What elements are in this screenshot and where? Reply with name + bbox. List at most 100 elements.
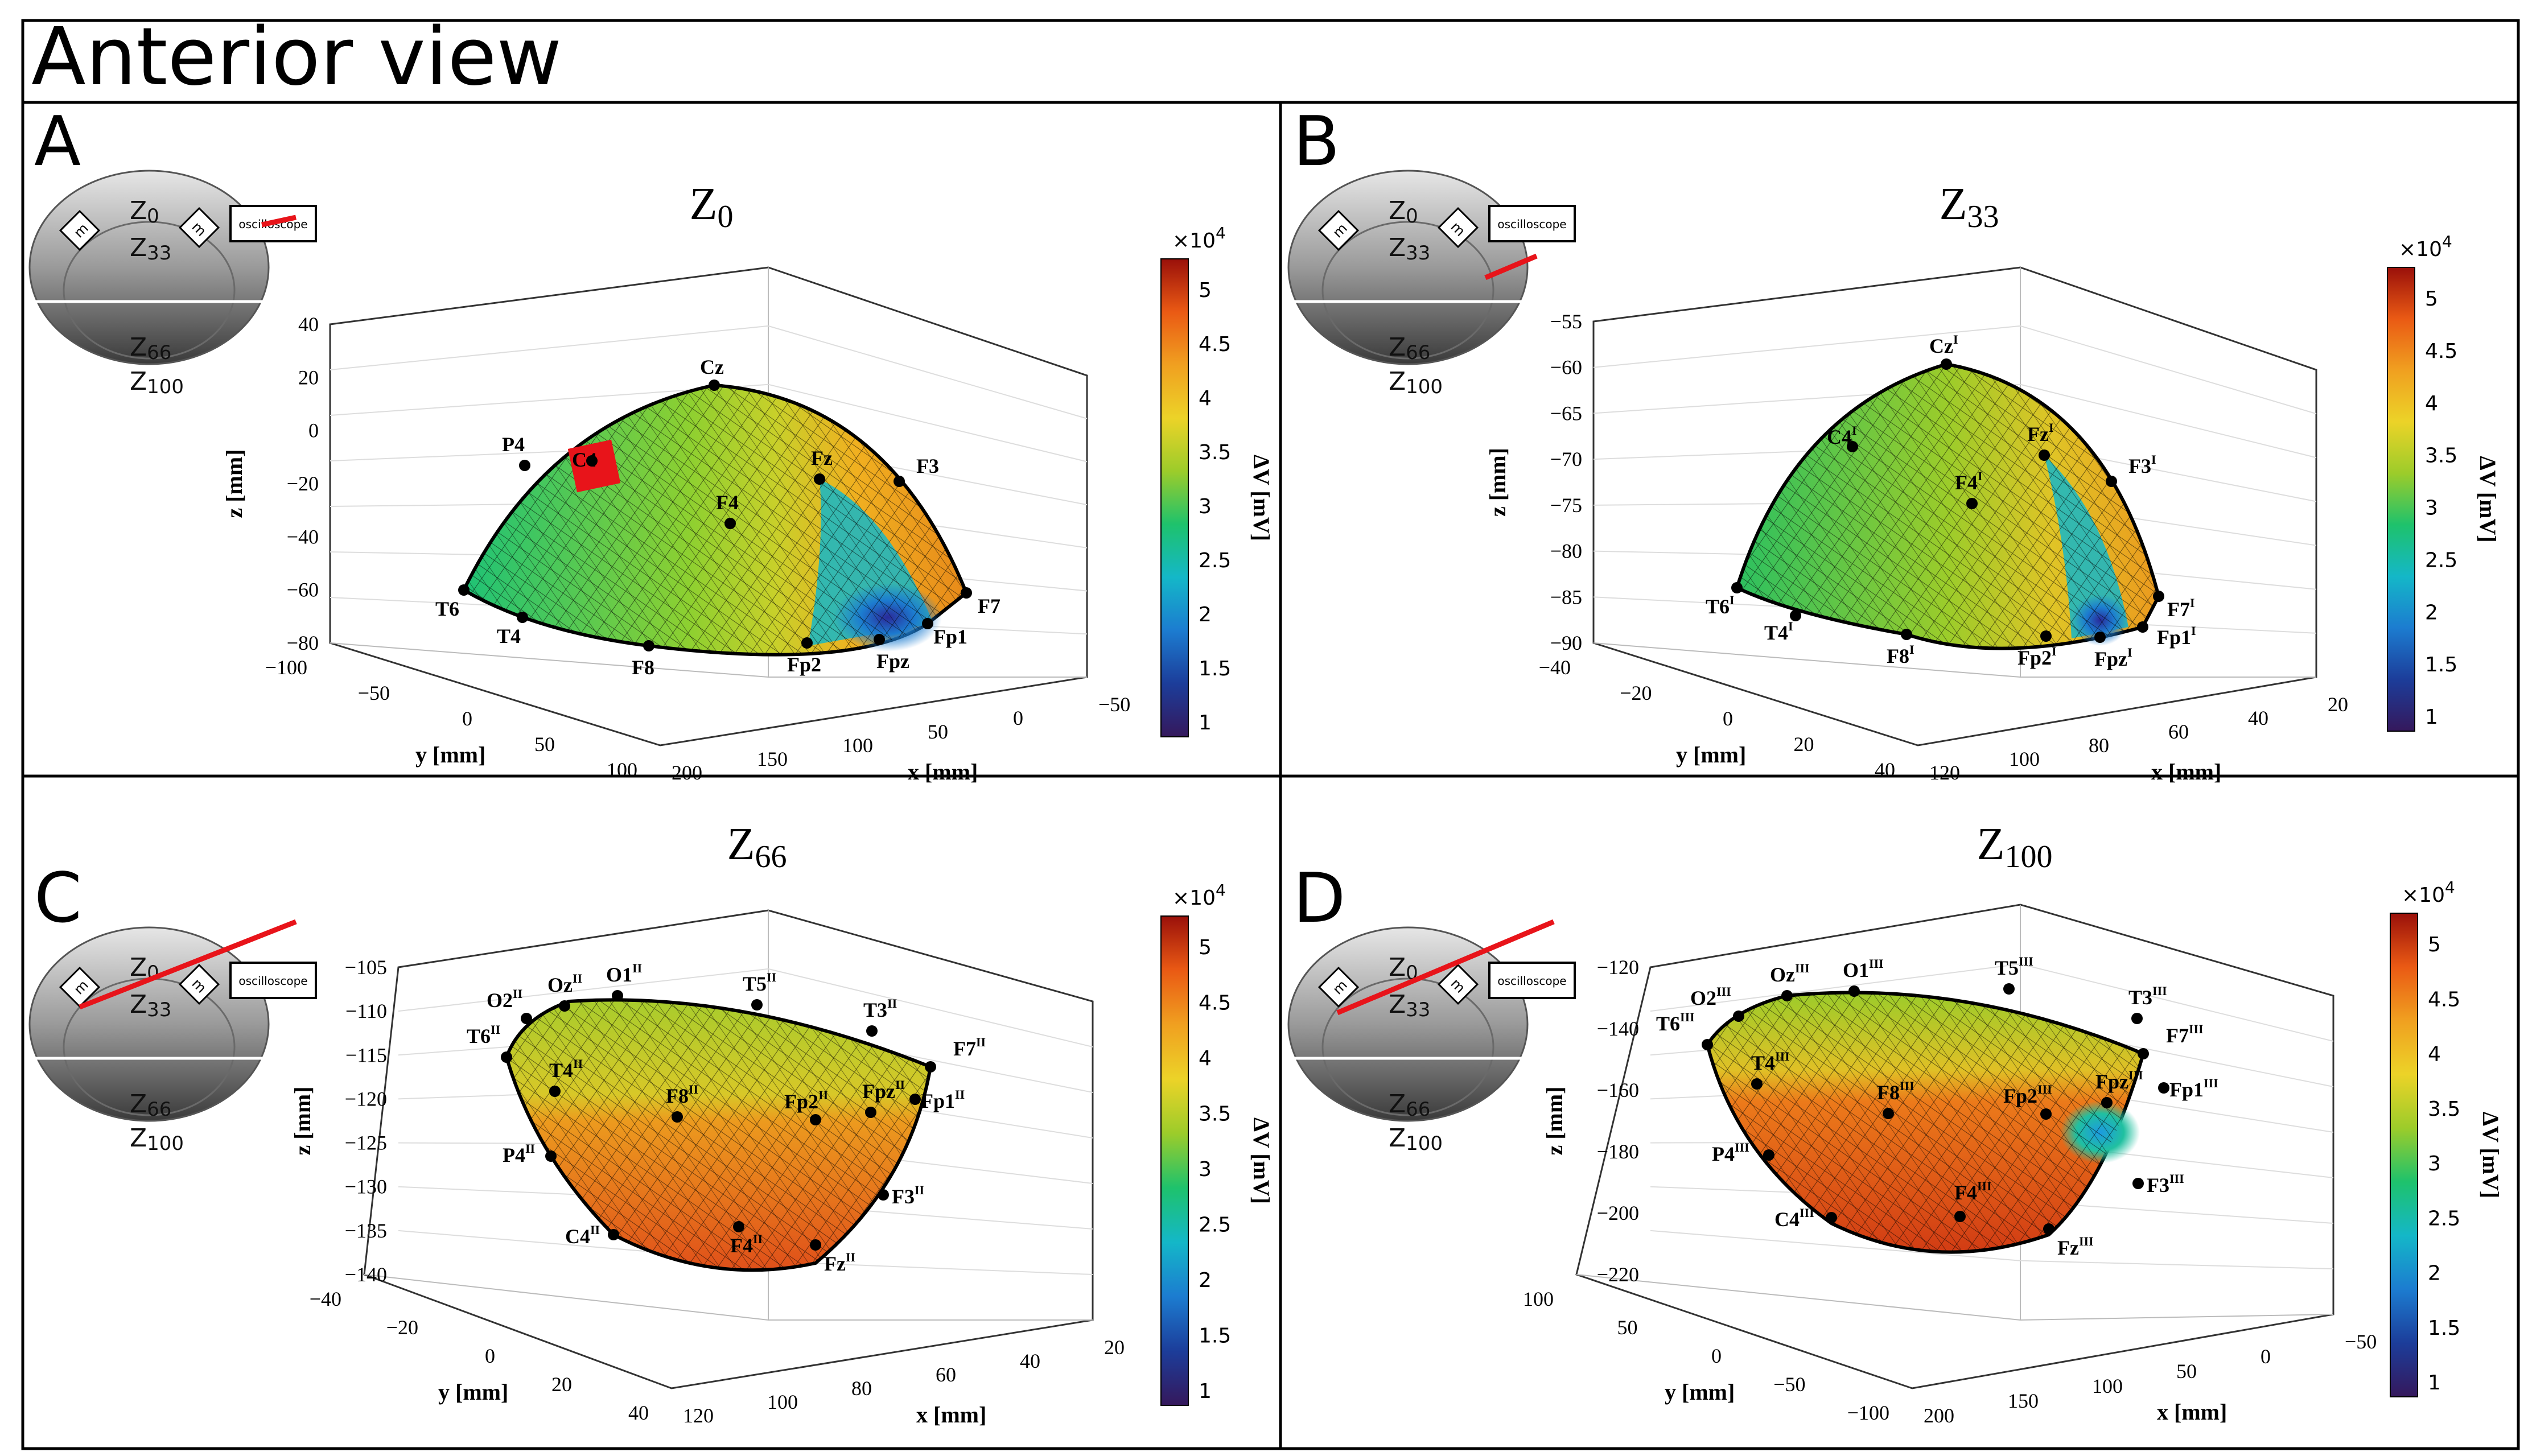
electrode-t5 xyxy=(751,999,763,1010)
oscilloscope-box xyxy=(229,962,317,999)
inset-layer-label: Z33 xyxy=(130,990,171,1021)
electrode-label: F7 xyxy=(978,595,1000,617)
inset-layer-label: Z66 xyxy=(1389,333,1430,364)
electrode-label: C4II xyxy=(565,1223,600,1248)
colorbar-multiplier: ×104 xyxy=(2399,232,2452,261)
electrode-f3 xyxy=(894,476,905,487)
electrode-label: F8I xyxy=(1887,642,1914,667)
colorbar-tick-label: 3 xyxy=(1199,495,1212,518)
y-tick-label: 20 xyxy=(1794,733,1814,756)
z-axis-label: z [mm] xyxy=(1485,448,1510,517)
electrode-label: OzIII xyxy=(1770,961,1810,986)
x-tick-label: 40 xyxy=(1020,1350,1040,1372)
y-axis: −40 −20 0 20 40 y [mm] xyxy=(310,1288,649,1424)
electrode-f8 xyxy=(1901,629,1912,640)
colorbar-multiplier: ×104 xyxy=(2402,878,2455,907)
electrode-fz xyxy=(2039,449,2050,461)
x-tick-label: 80 xyxy=(2089,734,2109,757)
electrode-label: OzII xyxy=(547,971,582,996)
surface-mesh xyxy=(1705,991,2146,1254)
electrode-label: Cz xyxy=(700,356,724,378)
colorbar-tick-label: 5 xyxy=(1199,279,1212,302)
electrode-label: F8III xyxy=(1877,1079,1914,1104)
y-tick-label: 100 xyxy=(607,758,637,781)
colorbar-label: ΔV [mV] xyxy=(2475,456,2501,542)
inset-layer-label: Z100 xyxy=(1389,367,1443,398)
x-axis: 120 100 80 60 40 20 x [mm] xyxy=(683,1336,1125,1428)
electrode-label: F4II xyxy=(730,1232,763,1257)
x-tick-label: 50 xyxy=(928,720,948,743)
colorbar-tick-label: 4.5 xyxy=(1199,992,1231,1015)
inset-electrode-icon: m xyxy=(1317,966,1360,1008)
colorbar-tick-label: 4 xyxy=(2425,392,2438,415)
axes-box xyxy=(329,266,1088,746)
electrode-f4 xyxy=(724,518,736,529)
z-tick-label: −120 xyxy=(345,1087,387,1110)
electrode-t6 xyxy=(501,1051,512,1063)
z-axis: −55 −60 −65 −70 −75 −80 −85 −90 z [mm] xyxy=(1485,310,1582,654)
colorbar-tick-label: 4.5 xyxy=(2425,340,2457,363)
electrode-oz xyxy=(559,1000,570,1012)
electrodes: O2III OzIII O1III T5III T3III F7III T6III T4III… xyxy=(1656,954,2218,1259)
y-tick-label: −100 xyxy=(1847,1401,1889,1424)
z-axis-label: z [mm] xyxy=(1542,1086,1567,1155)
electrode-label: F3I xyxy=(2128,452,2156,477)
electrode-label: O2III xyxy=(1690,984,1731,1009)
z-tick-label: −140 xyxy=(345,1263,387,1286)
x-tick-label: 50 xyxy=(2176,1360,2197,1383)
inset-electrode-icon: m xyxy=(178,207,220,249)
colorbar-tick-label: 2 xyxy=(2428,1262,2441,1285)
inset-layer-label: Z100 xyxy=(130,1124,184,1155)
inset-layer-label: Z33 xyxy=(1389,990,1430,1021)
inset-electrode-icon: m xyxy=(59,209,101,251)
electrode-o1 xyxy=(1848,985,1860,997)
electrode-f8 xyxy=(1883,1108,1894,1119)
electrode-c4 xyxy=(608,1229,619,1240)
x-tick-label: 120 xyxy=(683,1404,714,1427)
z-tick-label: −120 xyxy=(1597,956,1639,979)
z-tick-label: −125 xyxy=(345,1132,387,1154)
electrode-cz xyxy=(1941,358,1952,370)
x-axis-label: x [mm] xyxy=(908,759,978,785)
z-tick-label: −60 xyxy=(1550,356,1582,379)
electrode-f4 xyxy=(1954,1211,1966,1222)
cap-shell xyxy=(1287,170,1529,365)
z-tick-label: −70 xyxy=(1550,448,1582,471)
z-tick-label: −60 xyxy=(287,579,319,601)
surface-mesh xyxy=(1735,362,2161,650)
electrode-f3 xyxy=(878,1189,889,1201)
colorbar-tick-label: 2.5 xyxy=(1199,1214,1231,1237)
inset-layer-label: Z33 xyxy=(1389,233,1430,265)
electrode-label: P4 xyxy=(502,433,525,456)
surface-mesh xyxy=(462,383,969,657)
electrode-label: T6III xyxy=(1656,1010,1695,1035)
electrode-label: T5III xyxy=(1995,954,2033,979)
colorbar-tick-label: 2.5 xyxy=(2428,1207,2460,1230)
electrode-fpz xyxy=(874,634,885,645)
colorbar-tick-label: 1.5 xyxy=(2425,653,2457,677)
y-axis-label: y [mm] xyxy=(1665,1379,1735,1405)
electrode-f3 xyxy=(2106,476,2117,487)
electrode-t6 xyxy=(1731,582,1743,593)
colorbar-tick-label: 3.5 xyxy=(2425,444,2457,468)
z-tick-label: −130 xyxy=(345,1175,387,1198)
colorbar-strip xyxy=(1160,258,1189,737)
electrode-label: P4III xyxy=(1712,1140,1749,1165)
probe-line xyxy=(1336,919,1555,1016)
y-tick-label: −50 xyxy=(1773,1373,1805,1396)
electrode-t3 xyxy=(866,1025,878,1037)
electrode-o2 xyxy=(1733,1010,1744,1022)
y-tick-label: 0 xyxy=(462,707,472,730)
y-tick-label: 40 xyxy=(628,1401,649,1424)
electrode-t4 xyxy=(549,1086,561,1097)
colorbar-tick-label: 1 xyxy=(1199,711,1212,735)
electrode-t6 xyxy=(458,584,470,596)
inset-layer-label: Z33 xyxy=(130,233,171,265)
z-tick-label: −135 xyxy=(345,1219,387,1242)
electrode-t6 xyxy=(1702,1039,1713,1050)
oscilloscope-box xyxy=(1488,962,1576,999)
